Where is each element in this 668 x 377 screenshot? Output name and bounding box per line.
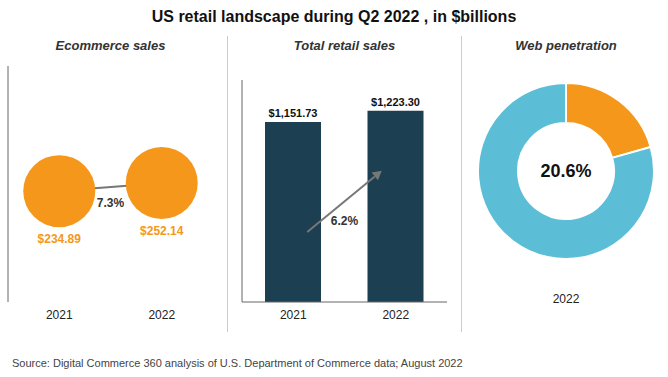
svg-text:7.3%: 7.3% (97, 196, 125, 210)
svg-text:2021: 2021 (46, 308, 73, 322)
svg-text:$1,151.73: $1,151.73 (269, 107, 318, 119)
svg-text:$1,223.30: $1,223.30 (371, 96, 420, 108)
html-text:Source: Digital Commerce 360 a: Source: Digital Commerce 360 analysis of… (12, 357, 463, 369)
svg-text:6.2%: 6.2% (331, 214, 359, 228)
html-text:Total retail sales: Total retail sales (293, 38, 396, 53)
html-text:20.6%: 20.6% (540, 160, 592, 181)
svg-text:$252.14: $252.14 (140, 224, 184, 238)
html-text:Web penetration: Web penetration (515, 38, 617, 53)
html-text:2022: 2022 (552, 292, 580, 306)
svg-text:2022: 2022 (148, 308, 175, 322)
html-text:Ecommerce sales: Ecommerce sales (55, 38, 166, 53)
svg-text:$234.89: $234.89 (38, 232, 82, 246)
svg-text:2022: 2022 (382, 308, 409, 322)
html-text:US retail landscape during Q2: US retail landscape during Q2 2022 , in … (151, 8, 517, 25)
svg-text:2021: 2021 (280, 308, 307, 322)
